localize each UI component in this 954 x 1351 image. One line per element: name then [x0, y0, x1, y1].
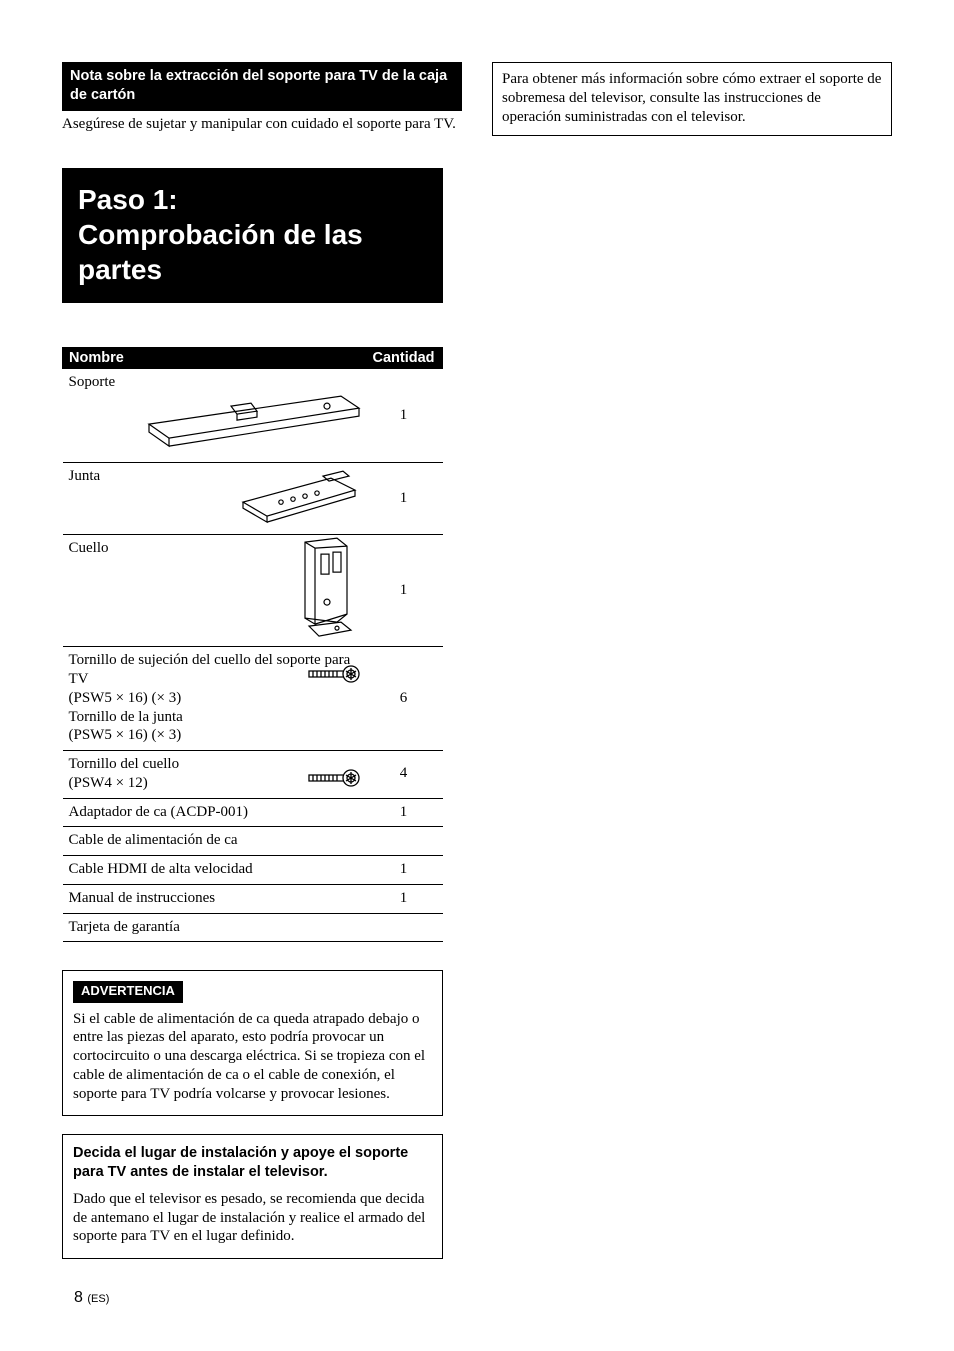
- part-name: Cable de alimentación de ca: [69, 832, 238, 848]
- step-heading: Paso 1: Comprobación de las partes: [62, 168, 443, 303]
- cell-name: Tornillo del cuello(PSW4 × 12): [63, 751, 365, 799]
- part-name: Cable HDMI de alta velocidad: [69, 861, 253, 877]
- part-name: Manual de instrucciones: [69, 890, 216, 906]
- screw-large-icon: [301, 663, 361, 685]
- cell-name: Junta: [63, 463, 365, 535]
- page-number: 8 (ES): [74, 1289, 109, 1307]
- table-row: Cable HDMI de alta velocidad 1: [63, 856, 443, 885]
- cell-qty: 1: [365, 798, 443, 827]
- cell-qty: 6: [365, 647, 443, 751]
- cell-name: Tornillo de sujeción del cuello del sopo…: [63, 647, 365, 751]
- note-body: Asegúrese de sujetar y manipular con cui…: [62, 115, 462, 134]
- th-name: Nombre: [63, 348, 365, 369]
- part-illustration: [301, 663, 361, 691]
- part-illustration: [301, 767, 361, 795]
- note-header: Nota sobre la extracción del soporte par…: [62, 62, 462, 111]
- info-box: Para obtener más información sobre cómo …: [492, 62, 892, 136]
- heading-line2: Comprobación de las partes: [78, 219, 363, 285]
- soporte-icon: [141, 376, 361, 450]
- cell-name: Manual de instrucciones: [63, 884, 365, 913]
- part-name: Cuello: [69, 540, 109, 556]
- cell-name: Cable de alimentación de ca: [63, 827, 443, 856]
- cell-name: Adaptador de ca (ACDP-001): [63, 798, 365, 827]
- table-row: Junta 1: [63, 463, 443, 535]
- table-row: Manual de instrucciones 1: [63, 884, 443, 913]
- table-row: Tarjeta de garantía: [63, 913, 443, 942]
- cuello-icon: [291, 536, 361, 640]
- part-name: Tarjeta de garantía: [69, 919, 180, 935]
- th-qty: Cantidad: [365, 348, 443, 369]
- heading-line1: Paso 1:: [78, 184, 178, 215]
- cell-qty: 4: [365, 751, 443, 799]
- table-row: Soporte 1: [63, 369, 443, 463]
- table-row: Tornillo de sujeción del cuello del sopo…: [63, 647, 443, 751]
- cell-name: Tarjeta de garantía: [63, 913, 443, 942]
- part-name: Junta: [69, 468, 101, 484]
- page-num-value: 8: [74, 1289, 83, 1306]
- decide-body: Dado que el televisor es pesado, se reco…: [73, 1190, 432, 1246]
- part-illustration: [291, 536, 361, 646]
- cell-name: Cable HDMI de alta velocidad: [63, 856, 365, 885]
- part-name: Tornillo del cuello(PSW4 × 12): [69, 756, 180, 791]
- cell-qty: 1: [365, 884, 443, 913]
- part-name: Soporte: [69, 374, 116, 390]
- part-illustration: [231, 468, 361, 530]
- cell-qty: 1: [365, 463, 443, 535]
- table-row: Cuello 1: [63, 535, 443, 647]
- page-lang: (ES): [87, 1293, 109, 1305]
- cell-qty: 1: [365, 535, 443, 647]
- table-row: Cable de alimentación de ca: [63, 827, 443, 856]
- decide-title: Decida el lugar de instalación y apoye e…: [73, 1144, 432, 1182]
- warning-text: Si el cable de alimentación de ca queda …: [73, 1010, 432, 1104]
- decide-box: Decida el lugar de instalación y apoye e…: [62, 1134, 443, 1259]
- parts-table: Nombre Cantidad Soporte1Junta1Cuello1Tor…: [62, 347, 443, 942]
- cell-name: Cuello: [63, 535, 365, 647]
- warning-box: ADVERTENCIA Si el cable de alimentación …: [62, 970, 443, 1116]
- screw-small-icon: [301, 767, 361, 789]
- cell-qty: 1: [365, 369, 443, 463]
- part-name: Adaptador de ca (ACDP-001): [69, 804, 249, 820]
- cell-name: Soporte: [63, 369, 365, 463]
- junta-icon: [231, 468, 361, 524]
- warning-label: ADVERTENCIA: [73, 981, 183, 1002]
- table-row: Tornillo del cuello(PSW4 × 12) 4: [63, 751, 443, 799]
- table-row: Adaptador de ca (ACDP-001) 1: [63, 798, 443, 827]
- part-illustration: [141, 376, 361, 456]
- cell-qty: 1: [365, 856, 443, 885]
